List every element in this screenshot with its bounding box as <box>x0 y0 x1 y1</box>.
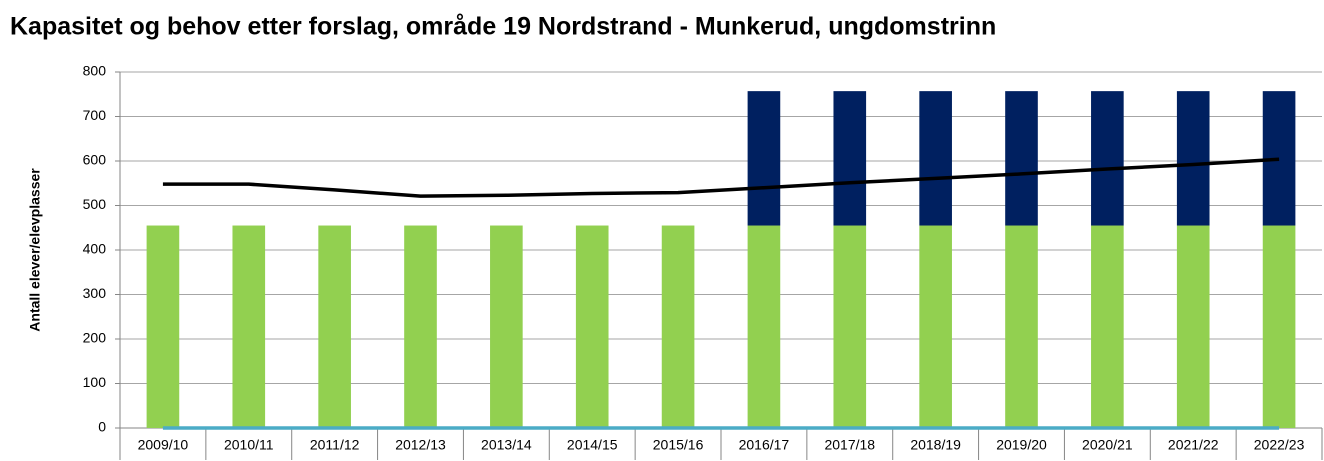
bar <box>146 225 180 428</box>
bar <box>1176 91 1210 226</box>
bar <box>1091 91 1124 226</box>
bar <box>1005 91 1038 226</box>
bar <box>1005 225 1038 428</box>
y-tick-label: 800 <box>83 63 107 79</box>
y-tick-label: 500 <box>83 196 107 212</box>
y-tick-label: 400 <box>83 241 107 257</box>
x-tick-label: 2017/18 <box>824 437 875 453</box>
bar <box>318 225 351 428</box>
bar <box>747 91 781 226</box>
bar <box>490 225 523 428</box>
y-axis-label: Antall elever/elevplasser <box>27 168 43 332</box>
x-tick-label: 2012/13 <box>395 437 446 453</box>
bar <box>404 225 437 428</box>
bar <box>1262 225 1296 428</box>
bar <box>919 225 952 428</box>
bar <box>833 225 867 428</box>
y-tick-label: 100 <box>83 374 107 390</box>
bar <box>1176 225 1210 428</box>
x-tick-label: 2011/12 <box>310 437 360 453</box>
bar <box>575 225 609 428</box>
x-tick-label: 2015/16 <box>653 437 704 453</box>
x-tick-label: 2013/14 <box>481 437 532 453</box>
y-tick-label: 300 <box>83 285 107 301</box>
bar <box>232 225 266 428</box>
bar <box>833 91 867 226</box>
x-tick-label: 2018/19 <box>910 437 961 453</box>
chart-title: Kapasitet og behov etter forslag, område… <box>10 13 996 41</box>
x-tick-label: 2010/11 <box>224 437 274 453</box>
x-tick-label: 2019/20 <box>996 437 1047 453</box>
bar <box>919 91 952 226</box>
x-tick-label: 2009/10 <box>138 437 189 453</box>
x-tick-label: 2020/21 <box>1082 437 1133 453</box>
y-tick-label: 0 <box>98 419 106 435</box>
x-tick-label: 2021/22 <box>1168 437 1219 453</box>
y-tick-label: 600 <box>83 152 107 168</box>
bar <box>661 225 695 428</box>
x-tick-label: 2016/17 <box>739 437 790 453</box>
y-tick-label: 200 <box>83 330 107 346</box>
x-tick-label: 2022/23 <box>1254 437 1305 453</box>
y-tick-label: 700 <box>83 107 107 123</box>
bar <box>1091 225 1124 428</box>
x-tick-label: 2014/15 <box>567 437 618 453</box>
line <box>162 157 1280 198</box>
bar <box>747 225 781 428</box>
